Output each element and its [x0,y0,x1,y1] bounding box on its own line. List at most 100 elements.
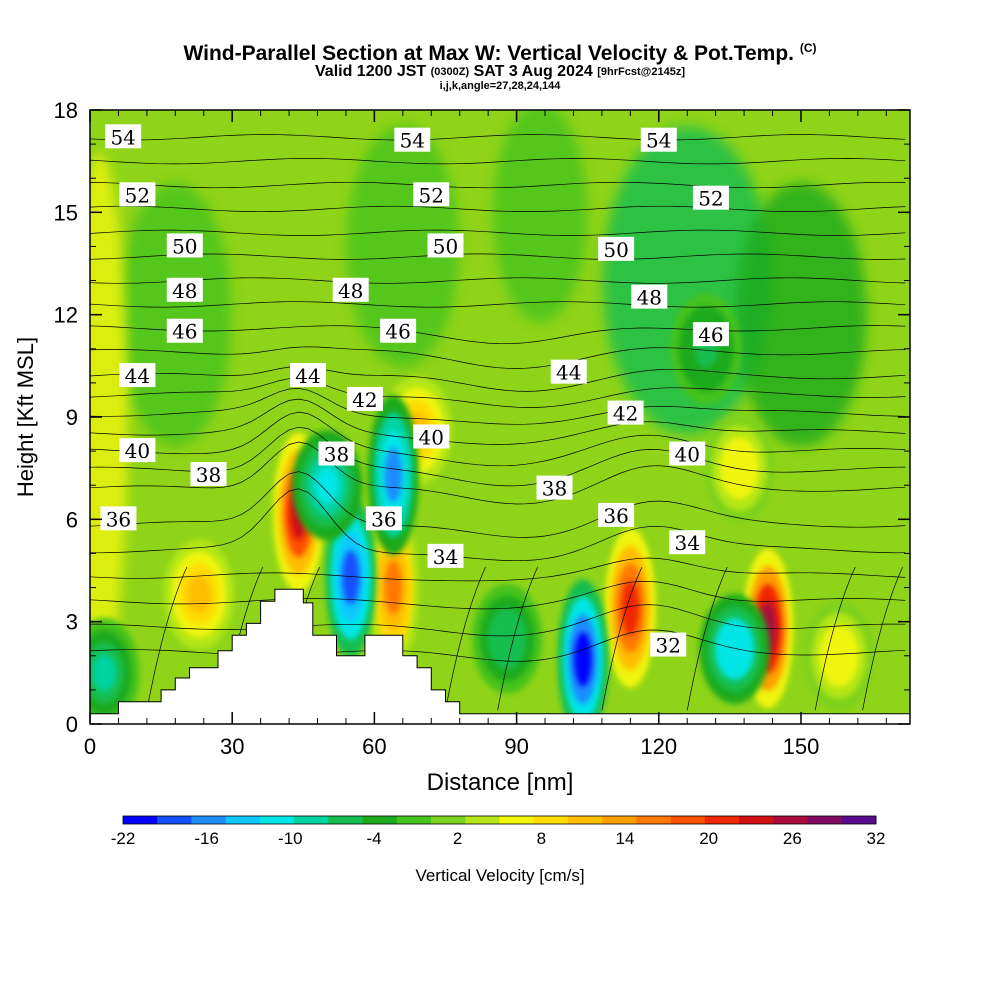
updraft-cell [384,560,403,615]
chart-valid-time: Valid 1200 JST (0300Z) SAT 3 Aug 2024 [9… [0,64,1000,80]
theta-contour [90,181,906,189]
theta-label: 38 [190,461,227,487]
potential-temperature-contours [90,134,906,711]
y-tick-label: 18 [54,98,78,123]
theta-label-box [413,182,450,207]
theta-label-box [166,318,203,343]
theta-label-text: 46 [698,323,723,347]
theta-label-box [100,506,137,531]
colorbar-swatch [362,816,398,824]
theta-label-text: 40 [125,439,150,463]
colorbar-swatch [807,816,843,824]
colorbar-swatch [602,816,637,824]
theta-contour [146,566,188,711]
chart-title-text: Wind-Parallel Section at Max W: Vertical… [183,42,794,65]
theta-label-text: 40 [674,443,699,467]
theta-label: 54 [394,127,431,153]
x-tick-label: 120 [640,734,677,759]
theta-label-text: 36 [106,507,131,531]
theta-label: 36 [365,506,402,531]
downdraft-cell [574,631,592,687]
y-tick-label: 0 [66,712,78,737]
theta-contour [90,205,906,213]
theta-label-text: 54 [646,129,671,153]
theta-contour [90,134,906,141]
theta-contour [90,488,906,562]
colorbar-label: Vertical Velocity [cm/s] [415,866,584,885]
colorbar-swatch [123,816,158,824]
theta-contour [862,566,903,711]
field-band [90,153,128,681]
colorbar-swatch [191,816,227,824]
theta-label: 38 [318,441,355,467]
theta-label-box [166,233,203,258]
theta-label-text: 50 [603,238,628,262]
theta-label-box [598,236,635,261]
theta-label: 48 [166,277,203,303]
theta-label-text: 50 [172,234,197,258]
colorbar-tick-label: 14 [616,829,635,848]
terrain-polygon [89,588,911,725]
copyright-mark: (C) [799,41,817,55]
theta-label: 44 [119,363,156,388]
colorbar: -22 -16 -10 -4 2 8 14 20 26 32 [111,815,886,848]
theta-label-box [290,363,327,388]
theta-contour [90,398,906,445]
theta-label-box [427,543,464,568]
theta-label-text: 44 [295,364,320,388]
theta-label-box [692,185,729,210]
theta-contour [90,441,906,505]
theta-label-box [318,441,355,466]
chart-title-block: Wind-Parallel Section at Max W: Vertical… [0,36,1000,92]
theta-label-box [166,277,203,302]
downdraft-cell [384,447,403,503]
updraft-cell [826,637,851,675]
theta-contour [90,325,906,345]
colorbar-tick-label: 8 [537,829,546,848]
colorbar-swatch [670,816,706,824]
theta-label-text: 50 [433,234,458,258]
colorbar-swatch [396,816,432,824]
colorbar-frame [122,815,877,825]
theta-contour [90,346,906,369]
colorbar-tick-label: 32 [867,829,886,848]
theta-label: 40 [669,441,706,467]
theta-label-text: 36 [371,507,396,531]
theta-label: 48 [332,277,369,303]
x-tick-label: 150 [783,734,820,759]
colorbar-swatch [465,816,500,824]
chart-indices: i,j,k,angle=27,28,24,144 [439,80,561,92]
theta-label-box [650,632,687,657]
y-tick-label: 15 [54,200,78,225]
theta-label: 46 [166,318,203,344]
colorbar-tick-label: -4 [366,829,381,848]
theta-contour [686,566,728,711]
theta-contour [601,566,643,711]
y-tick-label: 9 [66,405,78,430]
colorbar-swatch [499,816,535,824]
potential-temperature-labels: 54 54 54 52 52 52 50 50 50 48 48 48 46 46 46 44 44 44 42 42… [100,124,729,658]
colorbar-tick-label: 26 [783,829,802,848]
colorbar-swatch [533,816,569,824]
colorbar-tick-label: -16 [194,829,219,848]
theta-label-box [119,182,156,207]
theta-contour [445,566,486,711]
colorbar-swatch [157,816,192,824]
colorbar-tick-label: -10 [278,829,303,848]
y-tick-label: 3 [66,610,78,635]
theta-contour [90,377,906,408]
theta-label-text: 52 [125,183,150,207]
theta-label-text: 38 [324,443,349,467]
colorbar-swatch [636,816,672,824]
downdraft-cell [315,466,339,504]
colorbar-swatch [431,816,466,824]
theta-contour [90,229,906,236]
x-tick-label: 0 [84,734,96,759]
updraft-cell [727,449,752,487]
theta-label-text: 54 [400,129,425,153]
x-tick-label: 30 [220,734,244,759]
theta-label: 48 [631,284,668,310]
theta-label-box [692,322,729,347]
